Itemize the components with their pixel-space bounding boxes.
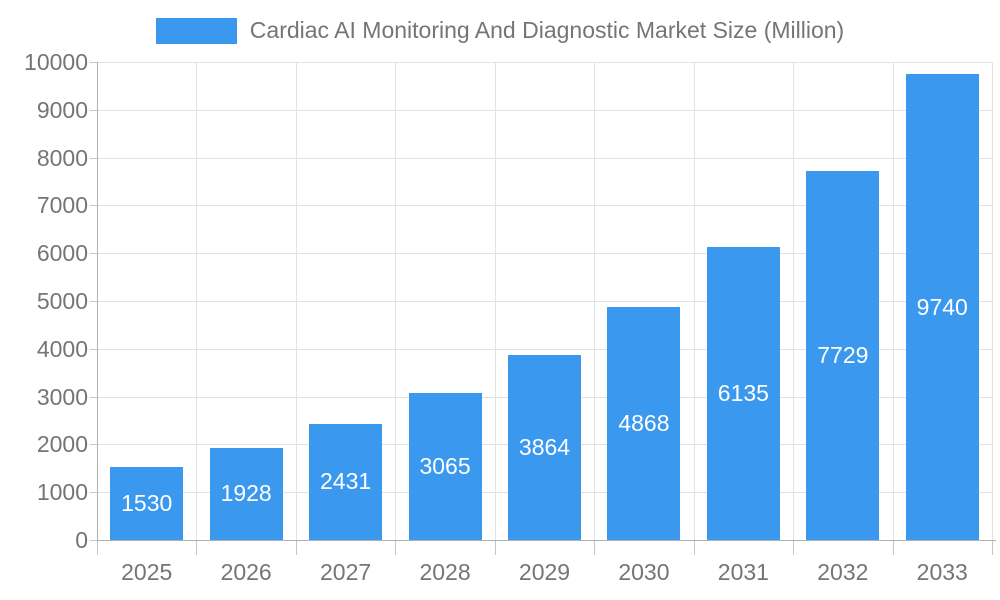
v-gridline (494, 62, 496, 540)
y-axis-tick (90, 157, 97, 159)
x-tick-label: 2029 (518, 559, 571, 585)
bar-value-label: 6135 (717, 379, 769, 406)
y-tick-label: 8000 (36, 144, 88, 171)
chart-title: Cardiac AI Monitoring And Diagnostic Mar… (249, 17, 845, 43)
bar-value-label: 1928 (220, 480, 272, 507)
x-axis-tick (395, 541, 397, 555)
x-axis-tick (892, 541, 894, 555)
y-axis-tick (90, 253, 97, 255)
y-axis-tick (90, 492, 97, 494)
x-axis-tick (793, 541, 795, 555)
x-axis-tick (594, 541, 596, 555)
y-tick-label: 7000 (36, 192, 88, 219)
y-tick-label: 0 (75, 527, 88, 553)
bar: 3065 (408, 393, 482, 540)
v-gridline (693, 62, 695, 540)
x-axis-tick (97, 541, 98, 555)
h-gridline (97, 301, 992, 302)
x-tick-label: 2025 (121, 559, 173, 585)
x-axis-tick (992, 541, 993, 555)
bar: 1928 (209, 447, 283, 540)
y-axis-tick (90, 205, 97, 207)
bar: 7729 (806, 170, 880, 540)
x-tick-label: 2031 (717, 559, 769, 585)
y-tick-label: 2000 (36, 431, 88, 458)
h-gridline (97, 205, 992, 207)
y-tick-label: 1000 (36, 479, 88, 506)
bar: 6135 (706, 246, 780, 540)
bar: 1530 (110, 466, 184, 540)
v-gridline (395, 62, 397, 540)
y-axis-line (97, 62, 98, 540)
y-axis-tick (90, 348, 97, 350)
bar-value-label: 7729 (817, 341, 869, 368)
v-gridline (892, 62, 894, 540)
bar-value-label: 1530 (121, 489, 173, 516)
bar-value-label: 2431 (320, 468, 372, 495)
y-tick-label: 4000 (36, 335, 88, 362)
h-gridline (97, 62, 992, 63)
v-gridline (992, 62, 993, 540)
y-tick-label: 5000 (36, 288, 88, 314)
x-tick-label: 2027 (320, 559, 372, 585)
v-gridline (594, 62, 596, 540)
x-tick-label: 2030 (618, 559, 670, 585)
x-axis-tick (295, 541, 297, 555)
bar: 4868 (607, 307, 681, 540)
h-gridline (97, 157, 992, 159)
y-axis-tick (90, 540, 97, 541)
x-axis-tick (693, 541, 695, 555)
v-gridline (793, 62, 795, 540)
x-tick-label: 2026 (220, 559, 272, 585)
h-gridline (97, 253, 992, 255)
chart-legend: Cardiac AI Monitoring And Diagnostic Mar… (0, 17, 1000, 44)
y-axis-tick (90, 109, 97, 111)
h-gridline (97, 109, 992, 111)
bar: 2431 (309, 423, 383, 540)
x-axis-tick (196, 541, 198, 555)
x-tick-label: 2032 (817, 559, 869, 585)
v-gridline (196, 62, 198, 540)
y-tick-label: 6000 (36, 240, 88, 267)
x-axis-tick (494, 541, 496, 555)
y-tick-label: 10000 (24, 49, 88, 75)
y-axis-tick (90, 301, 97, 302)
v-gridline (295, 62, 297, 540)
bar-value-label: 9740 (916, 293, 968, 320)
y-tick-label: 9000 (36, 96, 88, 123)
x-axis-line (90, 540, 996, 541)
bar-value-label: 3864 (518, 434, 571, 461)
h-gridline (97, 348, 992, 350)
bar-value-label: 3065 (419, 453, 471, 480)
x-tick-label: 2028 (419, 559, 471, 585)
y-axis-tick (90, 396, 97, 398)
bar: 3864 (508, 355, 581, 540)
x-tick-label: 2033 (916, 559, 968, 585)
y-axis-tick (90, 444, 97, 446)
bar: 9740 (905, 74, 979, 540)
y-axis-tick (90, 62, 97, 63)
legend-swatch (155, 17, 237, 44)
bar-value-label: 4868 (618, 410, 670, 437)
y-tick-label: 3000 (36, 383, 88, 410)
